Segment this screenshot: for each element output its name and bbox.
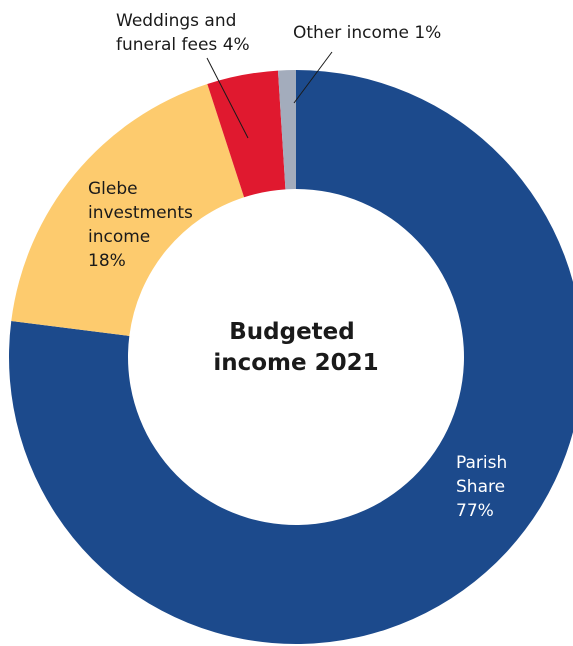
chart-title-line-1: Budgeted (229, 319, 355, 345)
label-other-income: Other income 1% (293, 23, 441, 43)
slice-glebe-investments-income (11, 84, 245, 336)
leader-line-other-income (293, 51, 333, 104)
labels-group: Parish Share 77% Glebe investments income 18% W… (88, 11, 507, 521)
label-line: Other income 1% (293, 23, 441, 43)
label-line: Glebe (88, 179, 138, 199)
label-line: Weddings and (116, 11, 236, 31)
label-line: investments (88, 203, 193, 223)
label-line: funeral fees 4% (116, 35, 250, 55)
slice-other-income (277, 70, 296, 190)
chart-title: Budgeted income 2021 (213, 319, 378, 376)
leader-line-weddings-and-funeral-fees (206, 57, 249, 139)
label-line: income (88, 227, 150, 247)
label-parish-share: Parish Share 77% (456, 453, 507, 521)
label-line: Parish (456, 453, 507, 473)
leader-lines-group (206, 51, 333, 139)
label-line: 77% (456, 501, 494, 521)
chart-title-line-2: income 2021 (213, 350, 378, 376)
label-line: 18% (88, 251, 126, 271)
label-glebe-investments-income: Glebe investments income 18% (88, 179, 193, 271)
label-weddings-and-funeral-fees: Weddings and funeral fees 4% (116, 11, 250, 55)
slice-parish-share (9, 70, 573, 644)
label-line: Share (456, 477, 505, 497)
